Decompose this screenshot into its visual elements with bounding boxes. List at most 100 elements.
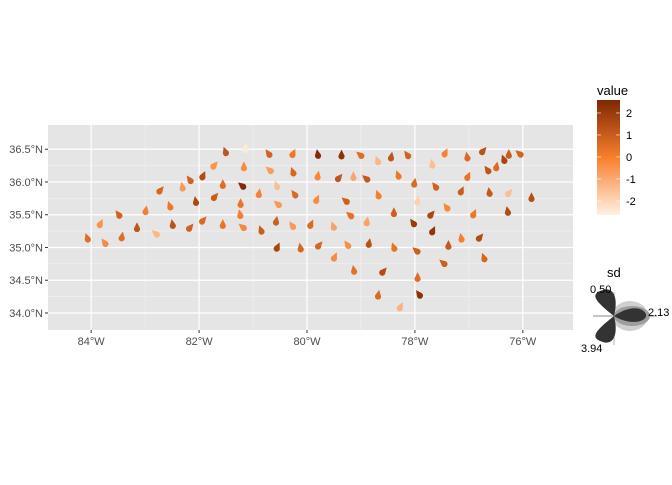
data-point <box>379 267 387 276</box>
data-point <box>390 207 397 218</box>
data-point <box>441 148 448 158</box>
data-point <box>493 161 500 172</box>
data-point <box>334 173 343 183</box>
sd-legend-title: sd <box>607 265 621 280</box>
data-point <box>350 171 357 182</box>
x-tick-label: 80°W <box>293 336 321 348</box>
y-tick-label: 35.5°N <box>9 210 43 222</box>
data-point <box>314 170 321 181</box>
data-point <box>528 192 535 203</box>
data-point <box>290 167 297 177</box>
data-point <box>344 240 352 250</box>
data-point <box>198 216 207 225</box>
y-tick-label: 34.5°N <box>9 275 43 287</box>
color-legend-label: -2 <box>626 196 636 208</box>
data-point <box>242 143 249 153</box>
data-point <box>297 242 304 253</box>
color-legend-label: 1 <box>626 130 632 142</box>
data-point <box>429 226 436 236</box>
data-point <box>395 170 402 180</box>
data-point <box>501 154 508 164</box>
data-point <box>411 177 418 188</box>
data-point <box>238 223 247 232</box>
data-point <box>414 272 421 282</box>
y-tick-label: 36.5°N <box>9 144 43 156</box>
data-point <box>427 210 435 219</box>
data-point <box>219 219 226 229</box>
data-point <box>464 171 471 181</box>
x-tick-label: 76°W <box>509 336 537 348</box>
data-point <box>185 223 194 232</box>
data-point <box>330 221 337 231</box>
data-point <box>186 175 194 185</box>
data-point <box>222 146 230 157</box>
data-point <box>356 151 365 160</box>
x-tick-label: 78°W <box>401 336 429 348</box>
data-point <box>404 150 412 160</box>
data-point <box>151 230 160 238</box>
data-point <box>363 216 370 227</box>
y-tick-label: 34.0°N <box>9 308 43 320</box>
data-point <box>255 188 262 199</box>
sd-label-0.50: 0.50 <box>590 284 611 296</box>
data-point <box>199 171 206 181</box>
color-legend-label: -1 <box>626 174 636 186</box>
data-point <box>96 218 103 229</box>
data-point <box>169 219 176 229</box>
data-point <box>179 181 186 192</box>
y-tick-label: 35.0°N <box>9 242 43 254</box>
data-point <box>396 302 403 312</box>
data-point <box>464 151 471 162</box>
color-bar <box>597 100 620 215</box>
color-legend-label: 0 <box>626 152 632 164</box>
data-point <box>84 233 91 243</box>
data-point <box>338 149 345 160</box>
data-point <box>362 175 371 183</box>
data-point <box>443 202 451 212</box>
data-point <box>274 180 281 191</box>
x-tick-label: 82°W <box>186 336 214 348</box>
data-point <box>133 222 141 233</box>
axes: 84°W 82°W 80°W 78°W 76°W 34.0°N 34.5°N 35.0°N 35… <box>9 144 537 348</box>
color-legend-label: 2 <box>626 108 632 120</box>
data-point <box>219 179 226 189</box>
data-point <box>470 209 477 219</box>
data-point <box>481 252 488 263</box>
data-point <box>374 289 382 300</box>
data-point <box>387 151 395 162</box>
data-point <box>273 242 280 252</box>
data-point <box>272 215 280 226</box>
data-point <box>504 206 512 216</box>
data-point <box>118 231 125 242</box>
sd-label-3.94: 3.94 <box>581 343 602 355</box>
data-point <box>313 194 320 204</box>
data-point <box>258 225 265 235</box>
data-point <box>504 188 513 198</box>
sd-glyph-legend: sd 0.50 2.13 3.94 <box>581 265 669 355</box>
data-point <box>156 186 164 195</box>
data-point <box>429 158 436 169</box>
data-point <box>237 209 244 220</box>
x-tick-label: 84°W <box>78 336 106 348</box>
data-point <box>439 259 448 268</box>
data-point <box>210 192 219 202</box>
data-point <box>273 200 282 209</box>
data-point <box>291 189 299 199</box>
data-point <box>445 240 452 250</box>
data-point <box>365 238 372 248</box>
data-point <box>375 189 382 200</box>
data-point <box>289 148 296 159</box>
data-point <box>210 161 218 170</box>
data-point <box>432 182 440 191</box>
sd-label-2.13: 2.13 <box>648 307 669 319</box>
data-point <box>410 218 418 228</box>
data-point <box>167 201 174 211</box>
data-point <box>486 187 493 197</box>
color-legend: value 2 1 0 -1 -2 <box>597 83 636 215</box>
data-point <box>265 166 274 175</box>
points-layer <box>84 143 535 312</box>
data-point <box>375 155 382 166</box>
data-point <box>101 238 109 248</box>
data-point <box>192 196 200 206</box>
